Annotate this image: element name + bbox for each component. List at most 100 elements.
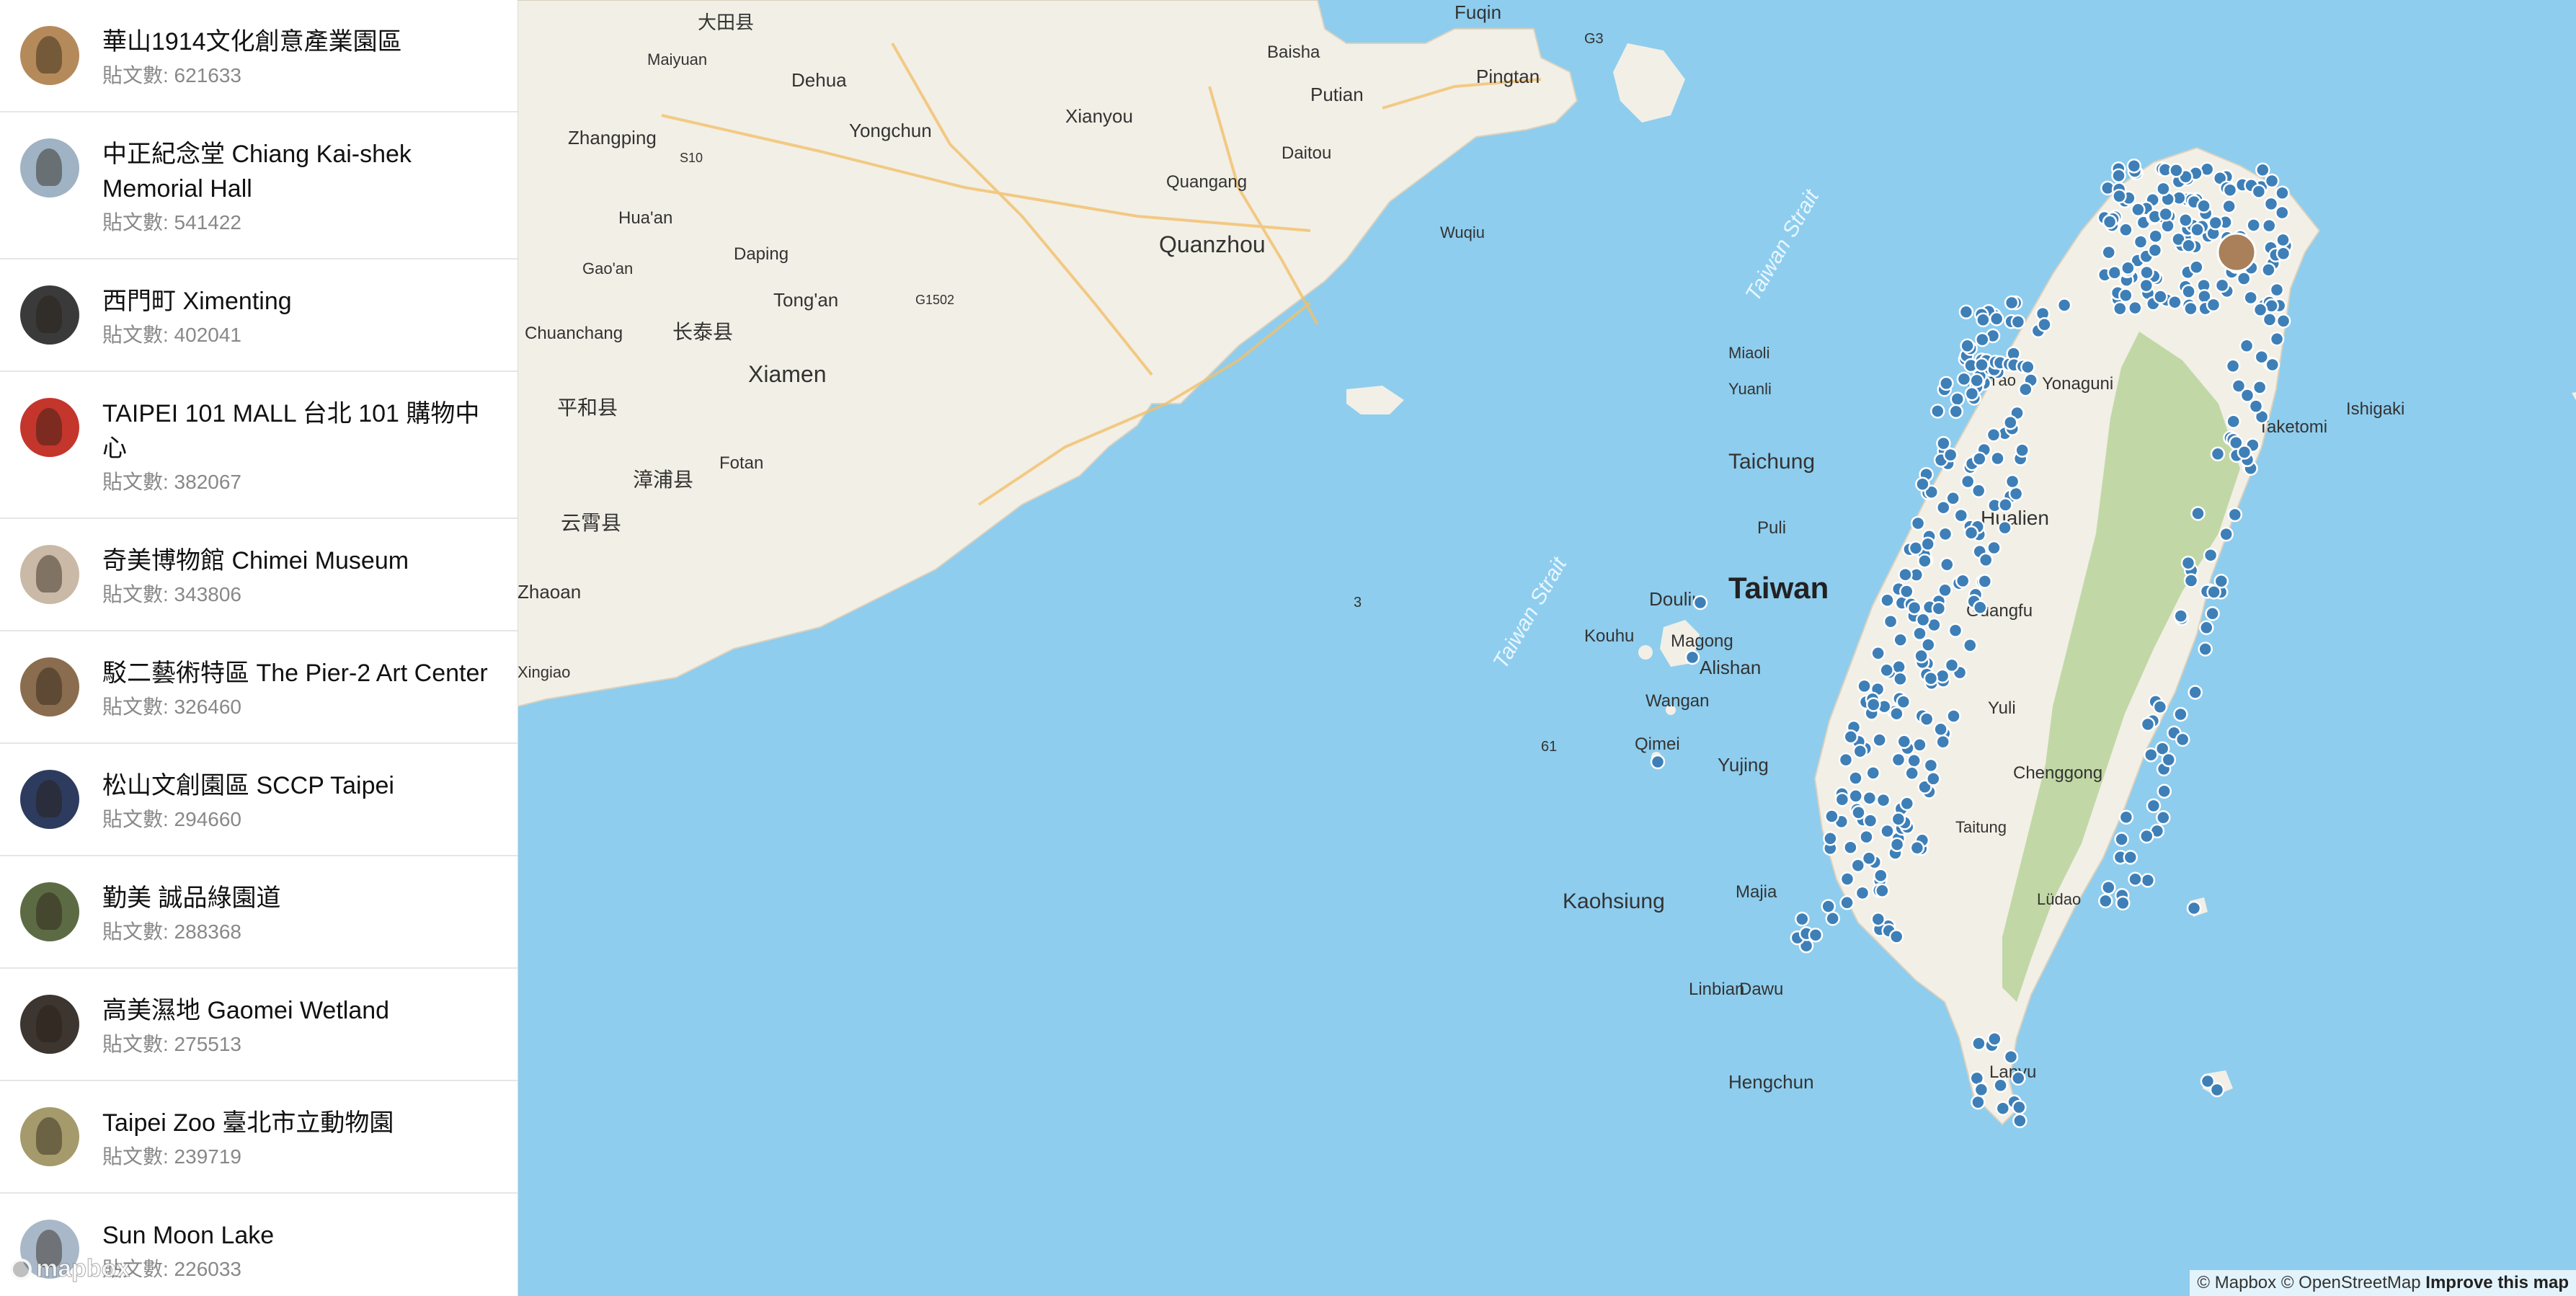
post-marker[interactable] xyxy=(1873,868,1888,883)
post-marker[interactable] xyxy=(2107,265,2123,280)
post-marker[interactable] xyxy=(2114,832,2129,847)
post-marker[interactable] xyxy=(2003,414,2018,430)
post-marker[interactable] xyxy=(2161,752,2177,768)
post-marker[interactable] xyxy=(2015,443,2030,458)
post-marker[interactable] xyxy=(1891,752,1906,768)
post-marker[interactable] xyxy=(2275,314,2291,329)
post-marker[interactable] xyxy=(1859,829,1874,845)
post-marker[interactable] xyxy=(1880,592,1895,608)
photo-marker[interactable] xyxy=(2216,232,2257,272)
post-marker[interactable] xyxy=(2140,873,2156,888)
post-marker[interactable] xyxy=(1834,791,1850,807)
post-marker[interactable] xyxy=(1993,1078,2008,1093)
post-marker[interactable] xyxy=(1684,649,1700,665)
post-marker[interactable] xyxy=(1861,851,1877,866)
post-marker[interactable] xyxy=(1824,809,1839,824)
place-list[interactable]: 華山1914文化創意產業園區 貼文數: 621633 中正紀念堂 Chiang Ka… xyxy=(0,0,518,1296)
post-marker[interactable] xyxy=(1823,831,1838,846)
attribution-osm[interactable]: © OpenStreetMap xyxy=(2280,1273,2421,1292)
post-marker[interactable] xyxy=(1912,737,1927,753)
post-marker[interactable] xyxy=(1795,911,1810,927)
post-marker[interactable] xyxy=(1893,671,1908,687)
post-marker[interactable] xyxy=(2012,1099,2027,1115)
post-marker[interactable] xyxy=(2210,446,2226,462)
post-marker[interactable] xyxy=(1893,632,1908,647)
post-marker[interactable] xyxy=(2120,260,2136,276)
post-marker[interactable] xyxy=(2011,1070,2026,1086)
post-marker[interactable] xyxy=(2265,357,2280,373)
post-marker[interactable] xyxy=(2167,294,2182,310)
post-marker[interactable] xyxy=(1960,474,1976,489)
post-marker[interactable] xyxy=(2178,213,2193,228)
post-marker[interactable] xyxy=(1987,1031,2002,1047)
post-marker[interactable] xyxy=(2144,747,2159,763)
post-marker[interactable] xyxy=(1839,871,1855,887)
place-list-item[interactable]: 駁二藝術特區 The Pier-2 Art Center 貼文數: 326460 xyxy=(0,631,518,744)
post-marker[interactable] xyxy=(2118,222,2133,238)
post-marker[interactable] xyxy=(1937,526,1953,542)
post-marker[interactable] xyxy=(1839,895,1855,910)
post-marker[interactable] xyxy=(2252,380,2268,395)
post-marker[interactable] xyxy=(2146,798,2162,814)
place-list-item[interactable]: 松山文創園區 SCCP Taipei 貼文數: 294660 xyxy=(0,744,518,856)
post-marker[interactable] xyxy=(2152,699,2168,715)
post-marker[interactable] xyxy=(1906,753,1922,768)
post-marker[interactable] xyxy=(2004,295,2020,311)
post-marker[interactable] xyxy=(1914,648,1929,664)
post-marker[interactable] xyxy=(1950,391,1966,407)
post-marker[interactable] xyxy=(2196,198,2211,214)
post-marker[interactable] xyxy=(1896,734,1912,750)
post-marker[interactable] xyxy=(2269,282,2285,298)
post-marker[interactable] xyxy=(2003,1049,2019,1065)
post-marker[interactable] xyxy=(1933,722,1948,737)
post-marker[interactable] xyxy=(1937,582,1953,598)
post-marker[interactable] xyxy=(2181,238,2196,253)
post-marker[interactable] xyxy=(1891,660,1906,675)
post-marker[interactable] xyxy=(2237,445,2252,460)
post-marker[interactable] xyxy=(1978,552,1994,568)
post-marker[interactable] xyxy=(2020,359,2035,375)
post-marker[interactable] xyxy=(1917,553,1932,569)
post-marker[interactable] xyxy=(1986,427,2002,443)
place-list-item[interactable]: 中正紀念堂 Chiang Kai-shek Memorial Hall 貼文數: … xyxy=(0,112,518,259)
post-marker[interactable] xyxy=(1919,711,1935,727)
post-marker[interactable] xyxy=(1973,1082,1989,1098)
post-marker[interactable] xyxy=(2018,381,2033,397)
post-marker[interactable] xyxy=(1972,451,1987,466)
place-list-item[interactable]: 西門町 Ximenting 貼文數: 402041 xyxy=(0,259,518,372)
post-markers[interactable] xyxy=(1650,158,2293,1129)
post-marker[interactable] xyxy=(1931,600,1947,616)
post-marker[interactable] xyxy=(2206,297,2221,313)
post-marker[interactable] xyxy=(2126,158,2142,174)
post-marker[interactable] xyxy=(2153,289,2168,304)
post-marker[interactable] xyxy=(1843,840,1858,855)
post-marker[interactable] xyxy=(2111,168,2126,183)
place-list-item[interactable]: TAIPEI 101 MALL 台北 101 購物中心 貼文數: 382067 xyxy=(0,372,518,519)
post-marker[interactable] xyxy=(1899,584,1914,599)
post-marker[interactable] xyxy=(1953,507,1969,523)
post-marker[interactable] xyxy=(1958,304,1974,320)
post-marker[interactable] xyxy=(2198,642,2213,657)
post-marker[interactable] xyxy=(1915,476,1930,492)
post-marker[interactable] xyxy=(2139,828,2154,844)
post-marker[interactable] xyxy=(2263,196,2279,212)
post-marker[interactable] xyxy=(1866,697,1881,712)
post-marker[interactable] xyxy=(2101,879,2116,895)
post-marker[interactable] xyxy=(1889,837,1905,852)
post-marker[interactable] xyxy=(2186,900,2202,916)
post-marker[interactable] xyxy=(1964,386,1980,401)
post-marker[interactable] xyxy=(2213,573,2229,589)
post-marker[interactable] xyxy=(1857,678,1872,694)
post-marker[interactable] xyxy=(2275,205,2290,221)
post-marker[interactable] xyxy=(1825,911,1840,926)
place-list-item[interactable]: 勤美 誠品綠園道 貼文數: 288368 xyxy=(0,856,518,969)
post-marker[interactable] xyxy=(1848,789,1863,804)
post-marker[interactable] xyxy=(1976,312,1991,328)
post-marker[interactable] xyxy=(2275,232,2291,248)
post-marker[interactable] xyxy=(2248,399,2264,414)
place-list-item[interactable]: 高美濕地 Gaomei Wetland 貼文數: 275513 xyxy=(0,969,518,1081)
post-marker[interactable] xyxy=(1960,338,1975,354)
post-marker[interactable] xyxy=(2183,301,2198,316)
post-marker[interactable] xyxy=(1956,371,1972,387)
post-marker[interactable] xyxy=(2243,290,2258,306)
